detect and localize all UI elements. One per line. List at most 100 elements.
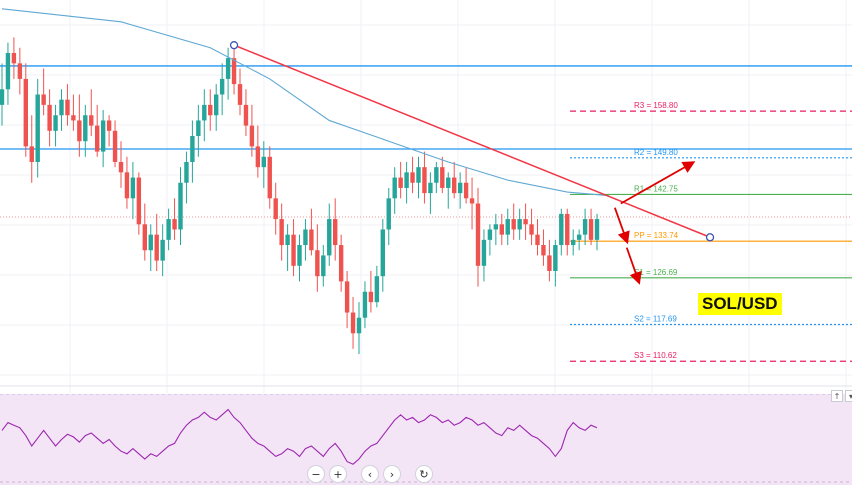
candle-body (53, 115, 58, 131)
pivot-label: S2 = 117.69 (634, 315, 677, 324)
candle-body (422, 167, 427, 194)
candle-body (243, 104, 249, 126)
pivot-levels: R3 = 158.80 R2 = 149.80 R1 = 142.75 PP = 13… (570, 101, 852, 362)
candle-body (428, 182, 433, 194)
candle-body (404, 172, 409, 188)
candle-body (17, 63, 23, 79)
candle-body (344, 281, 350, 313)
maximize-panel-icon[interactable]: ↑ (831, 390, 843, 402)
candle-body (267, 156, 272, 199)
candle-body (469, 198, 475, 204)
reset-icon[interactable]: ↻ (415, 465, 433, 483)
candle-body (142, 224, 147, 251)
candle-body (452, 177, 457, 194)
candle-body (553, 245, 558, 271)
pivot-label: R1 = 142.75 (634, 184, 678, 193)
candle-body (392, 177, 397, 199)
candle-body (196, 120, 201, 137)
candle-body (118, 161, 124, 173)
candle-body (303, 229, 308, 246)
candle-body (517, 219, 522, 230)
candle-body (321, 255, 326, 277)
price-chart[interactable]: R3 = 158.80 R2 = 149.80 R1 = 142.75 PP = 13… (0, 0, 852, 393)
pivot-label: R2 = 149.80 (634, 148, 678, 157)
trendline (233, 44, 711, 238)
candle-body (11, 52, 17, 64)
candle-body (529, 224, 534, 235)
candle-body (362, 291, 368, 318)
candle-body (208, 104, 213, 116)
candle-body (571, 239, 576, 246)
candle-body (106, 120, 112, 131)
candle-body (594, 219, 600, 240)
candle-body (166, 219, 171, 240)
candle-body (124, 172, 130, 199)
candle-body (446, 177, 451, 188)
scroll-right-button[interactable]: › (383, 465, 401, 483)
pivot-label: S3 = 110.62 (634, 351, 677, 360)
candle-body (202, 104, 207, 121)
candle-body (338, 245, 344, 282)
candle-body (565, 213, 570, 246)
candle-body (65, 99, 70, 116)
chart-navigation: − + ‹ › ↻ (307, 465, 433, 483)
candle-body (309, 229, 314, 251)
pair-label: SOL/USD (698, 293, 782, 315)
candle-body (237, 84, 243, 105)
candle-body (5, 52, 11, 90)
candle-body (35, 94, 40, 162)
candle-body (374, 276, 380, 303)
pivot-label: PP = 133.74 (634, 231, 679, 240)
candle-body (89, 115, 94, 126)
candle-body (41, 94, 46, 105)
zoom-in-button[interactable]: + (329, 465, 347, 483)
zoom-out-button[interactable]: − (307, 465, 325, 483)
candle-body (29, 146, 34, 162)
candle-body (100, 120, 106, 152)
pivot-label: S1 = 126.69 (634, 268, 678, 277)
scroll-left-button[interactable]: ‹ (361, 465, 379, 483)
trendline-handle-end (705, 233, 715, 242)
rsi-line (1, 408, 598, 465)
candle-body (333, 219, 338, 246)
candle-body (279, 219, 284, 246)
candle-body (291, 234, 296, 266)
direction-arrow (625, 247, 642, 285)
candle-body (356, 317, 362, 334)
candle-body (154, 234, 159, 261)
candle-body (440, 167, 445, 188)
candle-body (380, 229, 385, 277)
candle-body (112, 130, 118, 162)
candlestick-series (0, 37, 600, 355)
candle-body (398, 177, 403, 188)
candle-body (327, 219, 332, 256)
candle-body (261, 156, 266, 168)
candle-body (190, 136, 195, 162)
candle-body (95, 125, 100, 152)
candle-body (0, 89, 5, 105)
candle-body (148, 234, 153, 251)
direction-arrow (614, 207, 630, 245)
candle-body (434, 167, 439, 183)
candle-body (457, 182, 463, 194)
candle-body (59, 99, 64, 116)
candle-body (481, 239, 487, 266)
candle-body (219, 78, 225, 95)
candle-body (184, 161, 189, 183)
candle-body (136, 177, 142, 225)
candle-body (130, 177, 136, 199)
candle-body (523, 219, 528, 225)
candle-body (475, 203, 481, 266)
candle-body (463, 182, 469, 199)
candle-body (285, 234, 290, 246)
candle-body (273, 198, 278, 220)
moving-average (1, 8, 609, 197)
candle-body (225, 58, 231, 79)
candle-body (297, 245, 302, 266)
candle-body (588, 219, 594, 240)
candle-body (255, 146, 261, 168)
candle-body (368, 291, 374, 303)
candle-body (231, 58, 237, 85)
direction-arrow (620, 161, 696, 205)
collapse-panel-icon[interactable]: ▾ (845, 390, 852, 402)
